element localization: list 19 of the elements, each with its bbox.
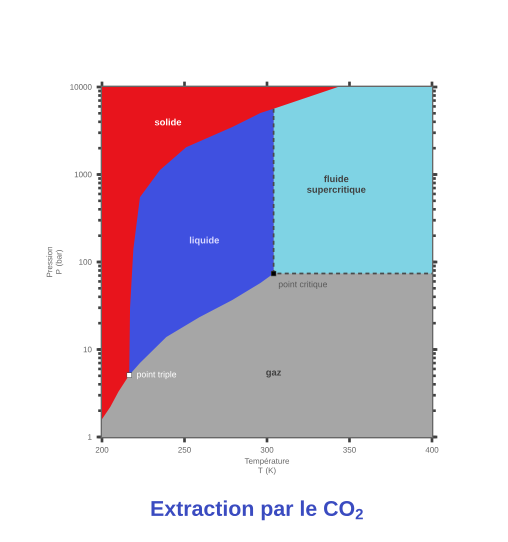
annotation: solide (154, 118, 182, 126)
y-tick-label: 1 (88, 434, 92, 440)
text: Extraction par le CO$_{2}$ (151, 500, 363, 520)
annotation: fluide supercritique (307, 175, 366, 195)
annotation: point critique (278, 280, 328, 290)
annotation: gaz (266, 370, 282, 378)
annotation: point triple (137, 371, 176, 380)
x-tick-label: 400 (426, 447, 438, 453)
x-tick-label: 250 (178, 447, 191, 453)
y-tick-label: 100 (79, 259, 92, 265)
y-axis-title: Pression P (bar) (46, 246, 64, 277)
y-tick-label: 10 (84, 346, 92, 352)
x-axis-title: Température T (K) (244, 458, 290, 475)
annotation: liquide (190, 236, 220, 246)
x-tick-label: 300 (260, 447, 274, 453)
x-tick-label: 200 (96, 447, 108, 453)
y-tick-label: 1000 (74, 172, 92, 178)
y-tick-label: 10000 (70, 84, 92, 90)
x-tick-label: 350 (343, 447, 356, 453)
